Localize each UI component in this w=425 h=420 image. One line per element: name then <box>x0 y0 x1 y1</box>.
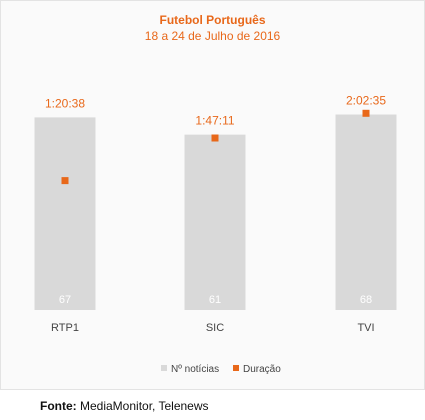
duration-point-rtp1 <box>61 177 69 185</box>
source-label: Fonte: <box>40 399 77 413</box>
chart-plot: 67 1:20:38 RTP1 61 1:47:11 SIC 68 2:02:35 TVI Nº … <box>34 94 397 375</box>
bar-sic <box>184 134 246 310</box>
source-note: Fonte: MediaMonitor, Telenews <box>40 399 209 413</box>
duration-label: 1:47:11 <box>195 114 234 128</box>
legend-label-noticias: Nº notícias <box>171 364 219 375</box>
duration-label: 2:02:35 <box>346 94 386 108</box>
bar-value-label: 68 <box>360 294 372 306</box>
chart-container: Futebol Português 18 a 24 de Julho de 20… <box>0 0 425 390</box>
bar-value-label: 67 <box>59 294 71 306</box>
x-tick-label: TVI <box>357 322 374 334</box>
bar-rtp1 <box>34 117 96 310</box>
bar-tvi <box>335 114 397 310</box>
duration-point-sic <box>211 134 219 142</box>
x-tick-label: RTP1 <box>51 322 79 334</box>
legend-swatch-noticias <box>161 365 167 371</box>
legend-label-duracao: Duração <box>243 364 281 375</box>
x-tick-label: SIC <box>206 322 224 334</box>
bar-value-label: 61 <box>209 294 221 306</box>
duration-point-tvi <box>362 109 370 117</box>
chart-subtitle: 18 a 24 de Julho de 2016 <box>144 29 281 43</box>
chart-title: Futebol Português <box>159 13 266 27</box>
source-text: MediaMonitor, Telenews <box>80 399 209 413</box>
duration-label: 1:20:38 <box>45 96 85 110</box>
legend-swatch-duracao <box>233 365 239 371</box>
